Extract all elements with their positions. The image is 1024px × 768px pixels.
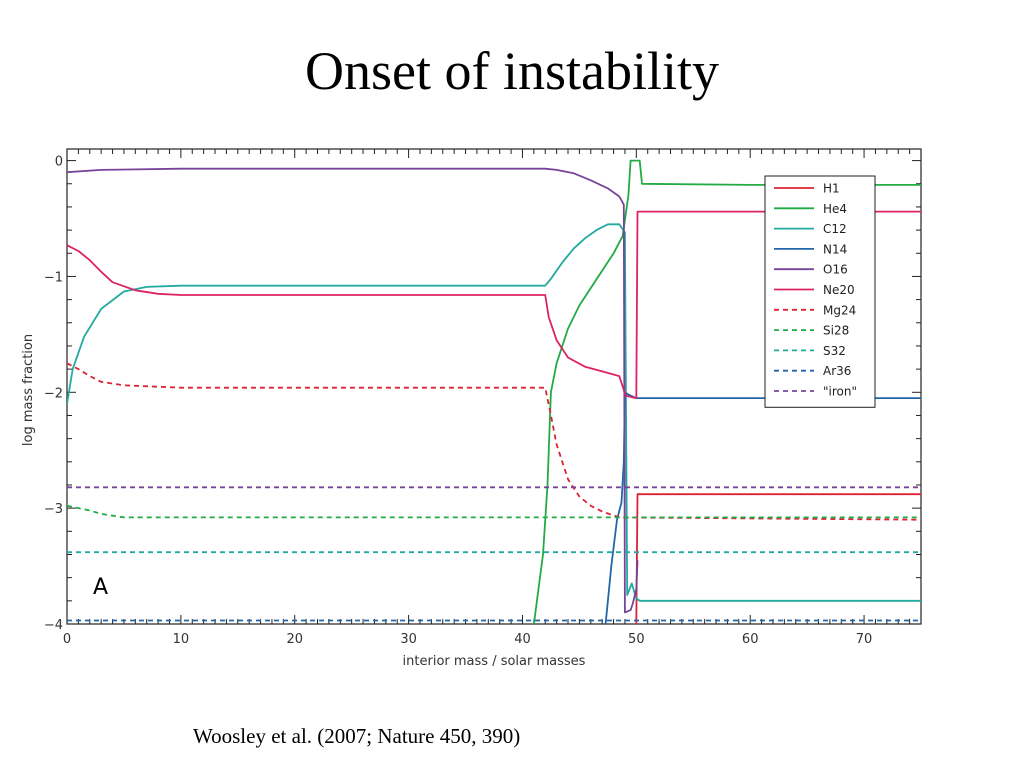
legend-label: Ar36 [823, 364, 851, 378]
y-tick-label: 0 [55, 155, 63, 170]
x-axis-title: interior mass / solar masses [403, 654, 586, 669]
panel-label: A [93, 575, 108, 600]
legend-label: Ne20 [823, 283, 855, 297]
y-tick-label: −1 [44, 270, 63, 285]
legend-label: Si28 [823, 324, 849, 338]
plot-border [66, 148, 922, 625]
series-line-n14 [604, 391, 921, 624]
x-tick-label: 0 [63, 632, 71, 647]
x-tick-label: 70 [856, 632, 873, 647]
series-line-h1 [635, 493, 921, 624]
source-caption: Woosley et al. (2007; Nature 450, 390) [193, 724, 521, 748]
legend-label: "iron" [823, 385, 857, 399]
x-tick-label: 60 [742, 632, 759, 647]
plot-frame [66, 148, 922, 625]
legend-label: C12 [823, 222, 847, 236]
legend-label: S32 [823, 344, 846, 358]
series-line-ne20 [67, 210, 921, 400]
axis-ticks: 0 10 20 30 40 50 60 70 0 −1 −2 −3 −4 [44, 149, 922, 647]
legend-label: He4 [823, 202, 847, 216]
series-line-mg24 [67, 362, 921, 521]
x-tick-label: 40 [514, 632, 531, 647]
x-tick-label: 10 [173, 632, 190, 647]
legend-label: Mg24 [823, 303, 856, 317]
abundance-chart: log mass fraction interior mass / solar … [21, 148, 922, 669]
legend: H1 He4 C12 N14 O16 Ne20 Mg24 Si28 S32 Ar36 "iron" [764, 175, 876, 408]
legend-label: O16 [823, 263, 848, 277]
legend-box [764, 175, 876, 408]
y-tick-label: −2 [44, 386, 63, 401]
slide-title: Onset of instability [305, 41, 719, 101]
x-tick-label: 30 [400, 632, 417, 647]
series-line-o16 [67, 167, 639, 614]
x-tick-label: 20 [286, 632, 303, 647]
x-tick-label: 50 [628, 632, 645, 647]
y-tick-label: −3 [44, 502, 63, 517]
series-line-si28 [67, 504, 921, 519]
series-lines [67, 159, 921, 624]
legend-label: N14 [823, 242, 847, 256]
series-line-he4 [533, 159, 921, 624]
series-line-c12 [67, 223, 921, 602]
y-tick-label: −4 [44, 618, 63, 633]
y-axis-title: log mass fraction [21, 334, 36, 446]
legend-label: H1 [823, 182, 840, 196]
